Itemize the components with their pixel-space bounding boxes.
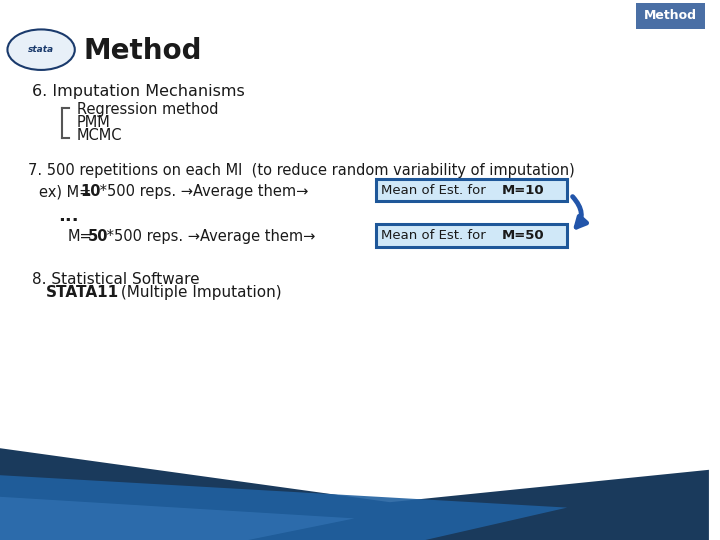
Text: Mean of Est. for: Mean of Est. for [382,229,490,242]
Text: STATA11: STATA11 [46,285,120,300]
Text: Mean of Est. for: Mean of Est. for [382,184,490,197]
Text: PMM: PMM [76,115,110,130]
Text: 7. 500 repetitions on each MI  (to reduce random variability of imputation): 7. 500 repetitions on each MI (to reduce… [28,163,575,178]
Text: M=10: M=10 [502,184,544,197]
Text: (Multiple Imputation): (Multiple Imputation) [115,285,282,300]
Text: Method: Method [644,9,697,22]
Text: ex) M=: ex) M= [39,184,91,199]
Text: *500 reps. →Average them→: *500 reps. →Average them→ [102,229,315,244]
Polygon shape [0,497,354,540]
FancyBboxPatch shape [376,224,567,247]
Polygon shape [0,475,567,540]
Text: Method: Method [84,37,202,65]
Text: ...: ... [58,207,78,225]
Text: 10: 10 [80,184,101,199]
Text: *500 reps. →Average them→: *500 reps. →Average them→ [95,184,308,199]
FancyBboxPatch shape [636,3,706,29]
Text: 8. Statistical Software: 8. Statistical Software [32,272,199,287]
FancyBboxPatch shape [376,179,567,201]
Ellipse shape [7,29,75,70]
Text: MCMC: MCMC [76,128,122,143]
Text: M=50: M=50 [502,229,544,242]
Text: M=: M= [68,229,92,244]
Text: 6. Imputation Mechanisms: 6. Imputation Mechanisms [32,84,245,99]
Polygon shape [0,448,709,540]
Text: stata: stata [28,45,54,54]
FancyArrowPatch shape [572,197,587,227]
Text: Regression method: Regression method [76,102,218,117]
Text: 50: 50 [88,229,109,244]
